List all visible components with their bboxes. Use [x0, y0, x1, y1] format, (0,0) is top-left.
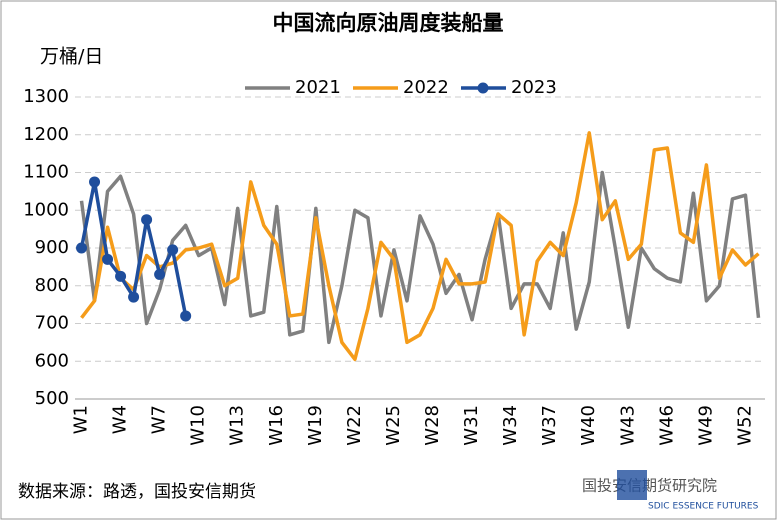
- point: [141, 214, 153, 226]
- x-tick-label: W46: [656, 405, 677, 446]
- y-tick-label: 1200: [23, 124, 69, 145]
- x-tick-label: W25: [383, 405, 404, 446]
- point: [180, 310, 192, 322]
- point: [76, 242, 88, 254]
- legend-marker: [477, 82, 489, 94]
- point: [154, 268, 166, 280]
- logo-text: SDIC ESSENCE FUTURES: [648, 502, 759, 512]
- watermark: 国投安信期货研究院: [582, 477, 717, 495]
- x-tick-label: W40: [578, 405, 599, 446]
- legend-label: 2021: [295, 77, 341, 98]
- series-line: [79, 170, 761, 345]
- source: 数据来源：路透，国投安信期货: [18, 482, 256, 502]
- x-tick-label: W52: [734, 405, 755, 446]
- y-tick-label: 700: [35, 313, 69, 334]
- x-tick-label: W10: [188, 405, 209, 446]
- y-tick-label: 1100: [23, 162, 69, 183]
- y-tick-label: 1000: [23, 199, 69, 220]
- x-tick-label: W4: [110, 405, 131, 434]
- x-tick-label: W34: [500, 405, 521, 446]
- series-line: [80, 131, 760, 362]
- y-tick-label: 900: [35, 237, 69, 258]
- chart-title: 中国流向原油周度装船量: [273, 11, 504, 35]
- legend-label: 2022: [403, 77, 449, 98]
- y-tick-label: 600: [35, 350, 69, 371]
- x-tick-label: W31: [461, 405, 482, 446]
- point: [102, 253, 114, 265]
- x-tick-label: W22: [344, 405, 365, 446]
- point: [115, 270, 127, 282]
- point: [167, 244, 179, 256]
- y-tick-label: 500: [35, 388, 69, 409]
- point: [128, 291, 140, 303]
- legend-label: 2023: [511, 77, 557, 98]
- x-tick-label: W19: [305, 405, 326, 446]
- y-tick-label: 800: [35, 275, 69, 296]
- y-axis-label: 万桶/日: [40, 46, 103, 68]
- x-tick-label: W13: [227, 405, 248, 446]
- logo: [617, 470, 647, 500]
- x-tick-label: W43: [617, 405, 638, 446]
- y-tick-label: 1300: [23, 86, 69, 107]
- x-tick-label: W49: [695, 405, 716, 446]
- x-tick-label: W1: [71, 405, 92, 434]
- x-tick-label: W16: [266, 405, 287, 446]
- x-tick-label: W28: [422, 405, 443, 446]
- x-tick-label: W7: [149, 405, 170, 434]
- point: [89, 176, 101, 188]
- x-tick-label: W37: [539, 405, 560, 446]
